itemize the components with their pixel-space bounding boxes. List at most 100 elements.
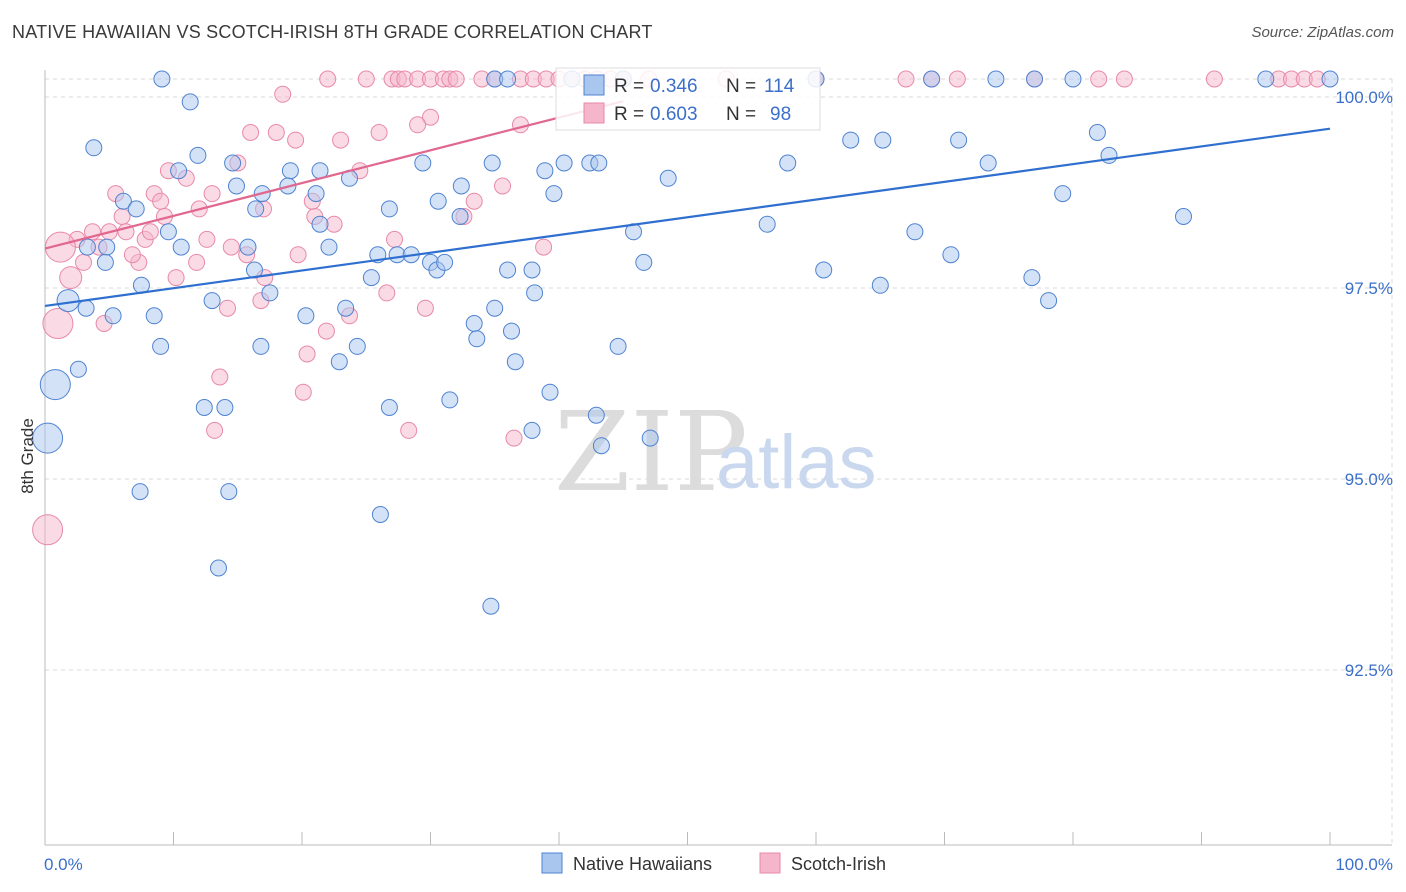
native-hawaiian-point xyxy=(1064,70,1082,88)
trend-lines xyxy=(44,100,1331,307)
native-hawaiian-point xyxy=(987,70,1005,88)
native-hawaiian-point xyxy=(468,330,486,348)
stats-n-label-1: N = xyxy=(726,76,756,97)
native-hawaiian-point xyxy=(523,261,541,279)
native-hawaiian-point xyxy=(1321,70,1339,88)
scotch-irish-point xyxy=(123,246,141,264)
scotch-irish-point xyxy=(317,322,335,340)
native-hawaiian-point xyxy=(536,162,554,180)
native-hawaiian-point xyxy=(216,399,234,416)
legend-label-scotch-irish: Scotch-Irish xyxy=(791,854,886,874)
native-hawaiian-point xyxy=(499,261,517,279)
x-tick-label-max: 100.0% xyxy=(1335,855,1393,874)
native-hawaiian-point xyxy=(195,399,213,416)
native-hawaiian-point xyxy=(228,177,245,195)
native-hawaiian-point xyxy=(380,200,398,218)
scotch-irish-point xyxy=(897,70,915,88)
native-hawaiian-point xyxy=(320,238,338,256)
native-hawaiian-point xyxy=(483,154,501,172)
native-hawaiian-point xyxy=(503,322,520,340)
y-tick-label: 92.5% xyxy=(1345,661,1393,680)
native-hawaiian-point xyxy=(465,315,483,332)
native-hawaiian-point xyxy=(98,238,116,256)
watermark-zip: ZIP xyxy=(554,388,748,516)
native-hawaiian-point xyxy=(104,307,122,325)
chart-title: NATIVE HAWAIIAN VS SCOTCH-IRISH 8TH GRAD… xyxy=(12,22,653,42)
native-hawaiian-point xyxy=(78,238,96,256)
native-hawaiian-point xyxy=(220,483,238,501)
native-hawaiian-point xyxy=(506,353,524,371)
scotch-irish-point xyxy=(465,192,483,210)
native-hawaiian-point xyxy=(641,429,659,447)
native-hawaiian-point xyxy=(590,154,608,172)
native-hawaiian-point xyxy=(145,307,163,325)
legend-swatch-scotch-irish xyxy=(759,852,781,874)
native-hawaiian-point xyxy=(1054,185,1072,203)
scotch-irish-point xyxy=(1115,70,1133,88)
native-hawaiian-point xyxy=(526,284,544,302)
scotch-irish-point xyxy=(242,124,260,141)
scotch-irish-point xyxy=(378,284,396,302)
native-hawaiian-point xyxy=(39,369,71,401)
native-hawaiian-point xyxy=(261,284,279,302)
native-hawaiian-point xyxy=(923,70,941,88)
native-hawaiian-point xyxy=(758,215,776,233)
native-hawaiian-point xyxy=(239,238,257,256)
y-axis-label: 8th Grade xyxy=(18,418,37,494)
scotch-irish-point xyxy=(370,124,388,141)
native-hawaiian-point xyxy=(1088,124,1106,141)
native-hawaiian-point xyxy=(452,177,470,195)
scotch-irish-point xyxy=(357,70,375,88)
native-hawaiian-point xyxy=(330,353,348,371)
native-hawaiian-point xyxy=(482,597,500,615)
native-hawaiian-point xyxy=(842,131,860,149)
native-hawaiian-point xyxy=(779,154,797,172)
native-hawaiian-point xyxy=(170,162,188,180)
native-hawaiian-point xyxy=(429,192,447,210)
legend-swatch-native-hawaiians xyxy=(541,852,563,874)
native-hawaiian-point xyxy=(942,246,960,264)
scotch-irish-point xyxy=(206,421,224,439)
native-hawaiian-point xyxy=(414,154,432,172)
scotch-irish-point xyxy=(75,253,92,271)
scotch-irish-point xyxy=(535,238,553,256)
scotch-irish-point xyxy=(298,345,316,363)
watermark: ZIP atlas xyxy=(554,388,877,516)
watermark-atlas: atlas xyxy=(716,420,877,505)
native-hawaiian-point xyxy=(587,406,605,424)
scotch-irish-point xyxy=(386,230,403,248)
scotch-irish-point xyxy=(332,131,350,149)
native-hawaiian-point xyxy=(451,208,469,225)
scotch-irish-point xyxy=(59,266,83,290)
scotch-irish-point xyxy=(219,299,236,317)
trend-line-native-hawaiians xyxy=(44,127,1331,307)
scotch-irish-point xyxy=(948,70,966,88)
scotch-irish-point xyxy=(167,269,185,287)
scotch-irish-point xyxy=(319,70,337,88)
series-native-hawaiians-points xyxy=(32,70,1339,615)
scotch-irish-point xyxy=(211,368,229,386)
stats-n-label-2: N = xyxy=(726,104,756,125)
native-hawaiian-point xyxy=(159,223,177,241)
native-hawaiian-point xyxy=(252,337,270,355)
scotch-irish-point xyxy=(113,208,131,225)
scotch-irish-point xyxy=(267,124,285,141)
series-legend: Native Hawaiians Scotch-Irish xyxy=(541,852,886,874)
y-tick-label: 97.5% xyxy=(1345,279,1393,298)
scotch-irish-point xyxy=(44,231,76,263)
trend-line-scotch-irish xyxy=(44,100,624,250)
scotch-irish-point xyxy=(188,253,206,271)
native-hawaiian-point xyxy=(210,559,227,577)
native-hawaiian-point xyxy=(337,299,355,317)
stats-n-value-2: 98 xyxy=(770,104,791,125)
native-hawaiian-point xyxy=(906,223,924,241)
legend-label-native-hawaiians: Native Hawaiians xyxy=(573,854,712,874)
native-hawaiian-point xyxy=(486,299,504,317)
stats-n-value-1: 114 xyxy=(764,76,795,97)
native-hawaiian-point xyxy=(281,162,299,180)
native-hawaiian-point xyxy=(297,307,315,325)
native-hawaiian-point xyxy=(1175,208,1192,225)
native-hawaiian-point xyxy=(436,253,454,271)
scotch-irish-point xyxy=(289,246,307,264)
